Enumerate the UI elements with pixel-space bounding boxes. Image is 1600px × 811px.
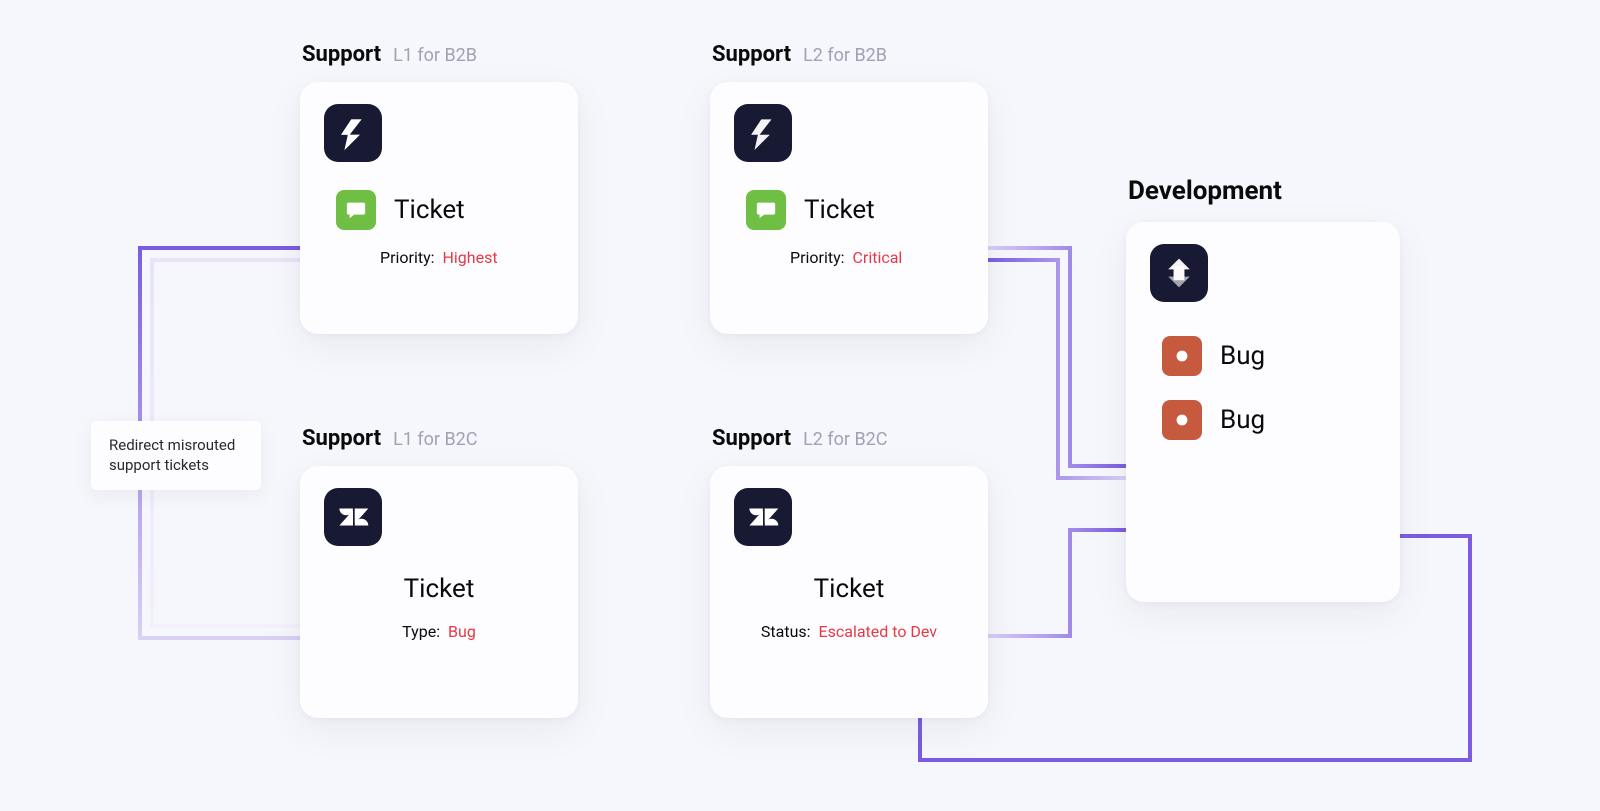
zendesk-icon (734, 488, 792, 546)
item-label: Ticket (394, 195, 465, 225)
card-support-l2-b2c: Support L2 for B2C Ticket Status Escalat… (710, 466, 988, 718)
connector-l2b2b-to-dev-2 (988, 260, 1126, 478)
ticket-row: Ticket (734, 190, 964, 230)
connector-l2b2c-to-dev (988, 530, 1126, 636)
item-label: Ticket (814, 574, 885, 604)
bug-row: Bug (1150, 400, 1376, 440)
bug-row: Bug (1150, 336, 1376, 376)
ticket-row: Ticket (324, 190, 554, 230)
card-title: Support (712, 42, 791, 67)
meta-key: Priority (790, 248, 849, 267)
ticket-row: Ticket (324, 574, 554, 604)
zendesk-icon (324, 488, 382, 546)
meta-key: Priority (380, 248, 439, 267)
meta-value: Highest (443, 248, 498, 267)
card-header: Support L1 for B2C (302, 426, 478, 451)
card-title: Support (712, 426, 791, 451)
ticket-row: Ticket (734, 574, 964, 604)
meta-row: Type Bug (324, 622, 554, 641)
card-subtitle: L2 for B2C (803, 429, 887, 450)
card-support-l2-b2b: Support L2 for B2B Ticket Priority Criti… (710, 82, 988, 334)
meta-value: Escalated to Dev (819, 622, 938, 641)
card-subtitle: L2 for B2B (803, 45, 887, 66)
card-subtitle: L1 for B2C (393, 429, 477, 450)
connector-l2b2b-to-dev-1 (988, 248, 1126, 466)
card-development: Development Bug Bug (1126, 222, 1400, 602)
redirect-label: Redirect misrouted support tickets (91, 421, 261, 490)
jira-software-icon (1150, 244, 1208, 302)
jira-service-icon (734, 104, 792, 162)
card-title: Support (302, 426, 381, 451)
item-label: Ticket (804, 195, 875, 225)
dev-items: Bug Bug (1150, 330, 1376, 440)
chat-icon (746, 190, 786, 230)
card-header: Support L1 for B2B (302, 42, 477, 67)
card-subtitle: L1 for B2B (393, 45, 477, 66)
redirect-label-text: Redirect misrouted support tickets (109, 436, 235, 474)
bug-icon (1162, 400, 1202, 440)
card-header: Support L2 for B2C (712, 426, 888, 451)
meta-row: Priority Critical (734, 248, 964, 267)
item-label: Ticket (404, 574, 475, 604)
card-support-l1-b2c: Support L1 for B2C Ticket Type Bug (300, 466, 578, 718)
card-title: Support (302, 42, 381, 67)
jira-service-icon (324, 104, 382, 162)
meta-value: Critical (853, 248, 903, 267)
meta-key: Type (402, 622, 444, 641)
meta-row: Priority Highest (324, 248, 554, 267)
chat-icon (336, 190, 376, 230)
card-title: Development (1128, 176, 1282, 206)
item-label: Bug (1220, 405, 1265, 435)
card-support-l1-b2b: Support L1 for B2B Ticket Priority Highe… (300, 82, 578, 334)
meta-key: Status (761, 622, 815, 641)
item-label: Bug (1220, 341, 1265, 371)
card-header: Support L2 for B2B (712, 42, 887, 67)
bug-icon (1162, 336, 1202, 376)
meta-value: Bug (448, 622, 476, 641)
diagram-canvas: Redirect misrouted support tickets Suppo… (0, 0, 1600, 811)
meta-row: Status Escalated to Dev (734, 622, 964, 641)
card-header: Development (1128, 176, 1282, 206)
